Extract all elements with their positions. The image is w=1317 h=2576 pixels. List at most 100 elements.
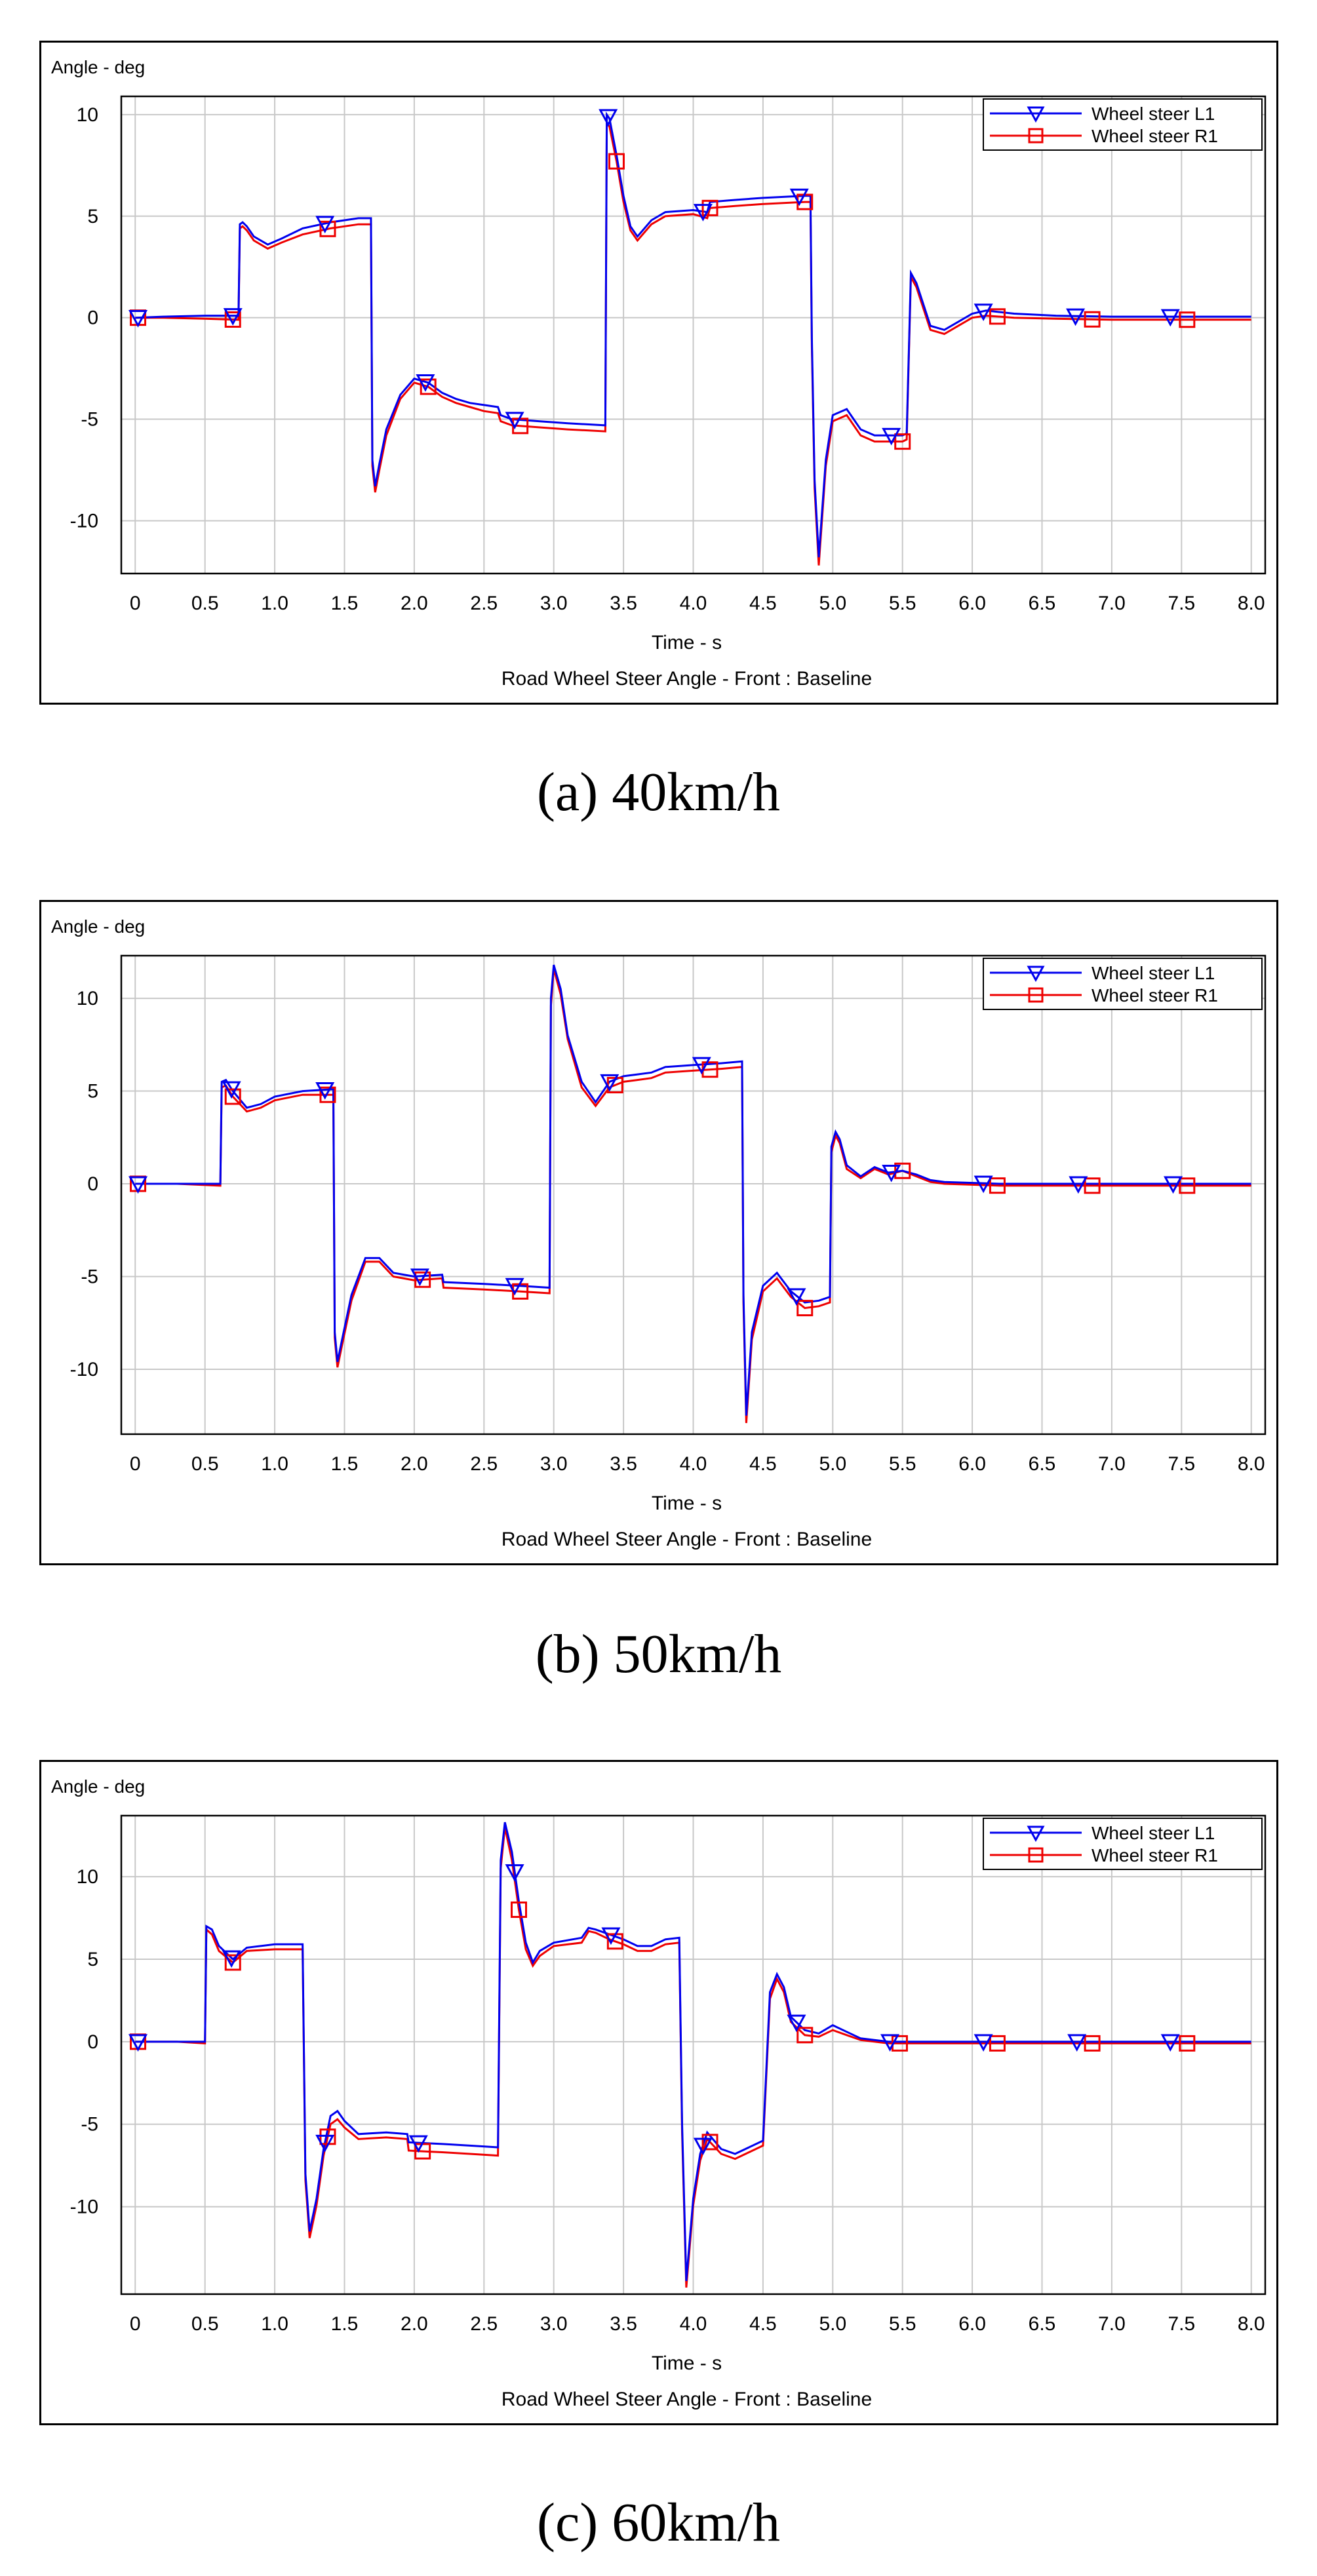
marker-triangle [1069,1176,1088,1194]
chart-footer: Road Wheel Steer Angle - Front : Baselin… [501,1529,872,1550]
marker-triangle [1160,2034,1180,2052]
x-tick-label: 5.0 [819,1453,846,1475]
x-tick-label: 6.0 [958,593,986,614]
chart-footer: Road Wheel Steer Angle - Front : Baselin… [501,2389,872,2410]
marker-triangle [223,308,243,326]
marker-square [989,308,1006,325]
marker-triangle [973,303,993,321]
chart-frame [39,900,1278,1565]
marker-triangle [880,2034,900,2052]
y-tick-label: -5 [81,1266,98,1287]
marker-square [1084,1177,1101,1194]
x-axis-label: Time - s [652,632,722,654]
marker-triangle [315,2134,335,2153]
chart-panel-c: 0 0.5 1.0 1.5 2.0 2.5 3.0 3.5 4.0 4.5 5.0 5.5 6.0 6.5… [39,1760,1278,2425]
series-line-l1 [135,964,1251,1416]
plot-area [120,95,1267,575]
y-tick-label: 10 [77,1866,98,1888]
marker-square [1179,2035,1196,2052]
marker-square [224,1088,241,1105]
marker-triangle [787,1288,806,1306]
legend-marker-square [1028,1847,1044,1863]
x-tick-label: 3.0 [540,2313,568,2335]
marker-square [796,2027,814,2044]
legend-marker-triangle [1027,1825,1045,1843]
x-tick-label: 5.5 [889,2313,916,2335]
caption-b: (b) 50km/h [535,1624,782,1685]
marker-triangle [315,1082,335,1100]
y-axis-label: Angle - deg [51,1776,145,1797]
marker-triangle [693,204,713,222]
x-tick-label: 7.5 [1168,1453,1195,1475]
legend-marker-square [1028,987,1044,1003]
y-tick-label: -5 [81,409,98,431]
marker-square [701,2134,718,2151]
marker-square [224,311,241,328]
legend-marker-triangle [1027,106,1045,123]
legend-label: Wheel steer L1 [1091,963,1215,983]
marker-triangle [692,1057,711,1075]
marker-square [608,153,625,170]
chart-a: 0 0.5 1.0 1.5 2.0 2.5 3.0 3.5 4.0 4.5 5.0 5.5 6.0 6.5… [39,41,1278,705]
marker-triangle [315,216,335,234]
x-tick-label: 5.0 [819,2313,846,2335]
chart-b: 0 0.5 1.0 1.5 2.0 2.5 3.0 3.5 4.0 4.5 5.0 5.5 6.0 6.5… [39,900,1278,1565]
marker-triangle [505,1864,524,1882]
marker-triangle [973,2034,993,2052]
marker-triangle [222,1950,241,1968]
marker-triangle [1160,309,1180,327]
marker-triangle [128,1176,148,1194]
x-tick-label: 5.0 [819,593,846,614]
marker-triangle [408,2135,428,2153]
legend-label: Wheel steer L1 [1091,1823,1215,1843]
x-tick-label: 4.0 [680,593,707,614]
marker-triangle [505,1278,524,1296]
y-axis-label: Angle - deg [51,57,145,77]
legend-marker-triangle [1027,966,1045,983]
x-tick-label: 3.0 [540,1453,568,1475]
legend-label: Wheel steer R1 [1091,126,1218,146]
chart-panel-b: 0 0.5 1.0 1.5 2.0 2.5 3.0 3.5 4.0 4.5 5.0 5.5 6.0 6.5… [39,900,1278,1565]
marker-triangle [128,2034,148,2052]
marker-square [796,1300,814,1317]
marker-square [224,1954,241,1971]
marker-square [894,1162,911,1179]
x-tick-label: 2.5 [470,2313,498,2335]
y-tick-label: 5 [87,1081,98,1103]
marker-triangle [600,1074,619,1092]
x-tick-label: 3.0 [540,593,568,614]
y-axis-label: Angle - deg [51,916,145,937]
x-axis-label: Time - s [652,1493,722,1514]
x-tick-label: 1.5 [331,1453,359,1475]
marker-triangle [1067,2034,1087,2052]
x-tick-label: 8.0 [1238,593,1265,614]
marker-square [414,1271,431,1288]
x-tick-label: 2.0 [401,2313,428,2335]
x-tick-label: 7.5 [1168,2313,1195,2335]
x-tick-label: 1.5 [331,2313,359,2335]
x-tick-label: 7.0 [1098,593,1126,614]
y-tick-label: -5 [81,2114,98,2136]
x-tick-label: 2.0 [401,593,428,614]
x-tick-label: 4.0 [680,1453,707,1475]
legend-label: Wheel steer R1 [1091,1845,1218,1865]
chart-footer: Road Wheel Steer Angle - Front : Baselin… [501,668,872,690]
y-tick-label: 5 [87,1949,98,1970]
plot-area [120,954,1267,1435]
x-tick-label: 3.5 [610,2313,637,2335]
x-tick-label: 6.5 [1029,1453,1056,1475]
y-tick-label: -10 [70,1359,98,1380]
y-tick-label: 10 [77,988,98,1009]
marker-square [989,1177,1006,1194]
marker-triangle [973,1175,993,1194]
x-tick-label: 1.0 [261,593,288,614]
x-tick-label: 0.5 [191,593,219,614]
marker-square [989,2035,1006,2052]
x-tick-label: 4.5 [749,593,777,614]
x-tick-label: 2.5 [470,593,498,614]
x-tick-label: 2.5 [470,1453,498,1475]
x-tick-label: 0.5 [191,1453,219,1475]
grid-lines [121,96,1265,574]
